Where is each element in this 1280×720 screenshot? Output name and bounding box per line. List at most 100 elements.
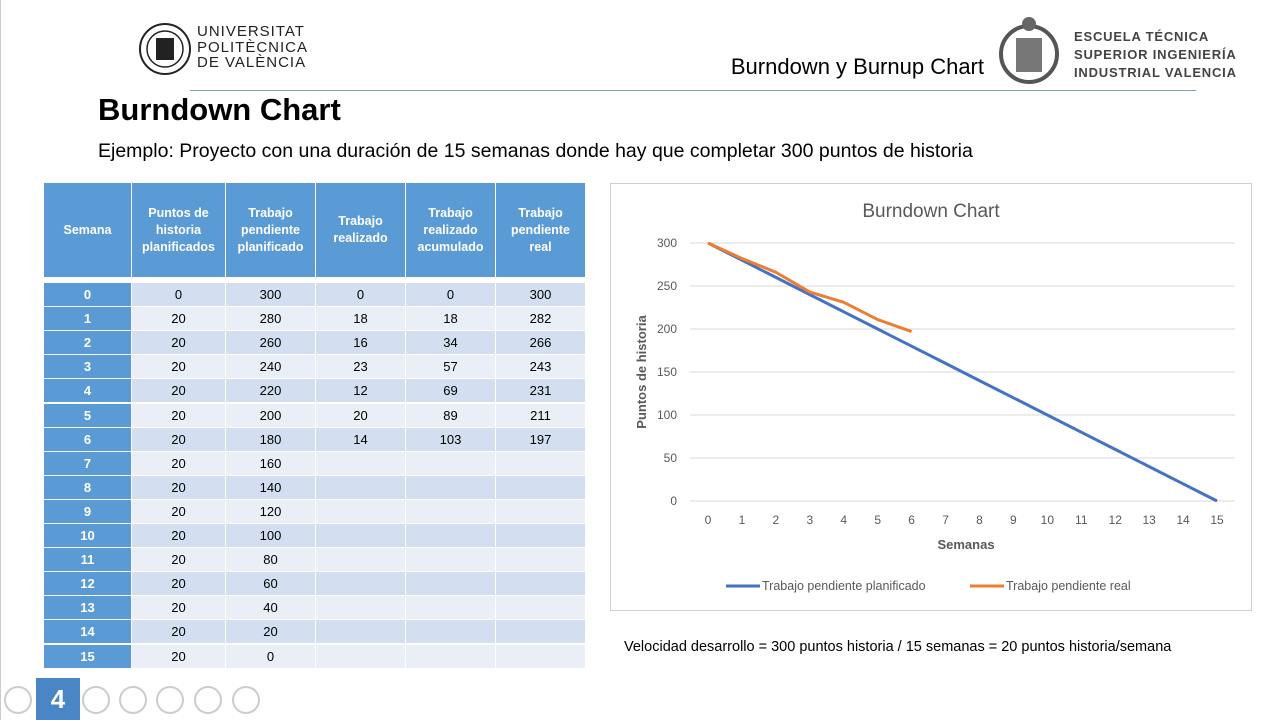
table-cell: 280 [226,307,316,332]
x-tick-label: 4 [840,513,847,527]
note: Velocidad desarrollo = 300 puntos histor… [624,639,1172,655]
table-cell [316,620,406,645]
screen-button[interactable] [194,686,222,714]
university-line: POLITÈCNICA [197,38,309,56]
table-cell: 220 [226,379,316,404]
table-cell: 300 [226,283,316,308]
table-cell: 20 [132,620,226,645]
table-cell: 140 [226,475,316,500]
x-tick-label: 5 [874,513,881,527]
table-cell: 260 [226,331,316,356]
row-header: 14 [44,620,132,645]
subtitle: Ejemplo: Proyecto con una duración de 15… [98,140,973,162]
x-tick-label: 3 [806,513,813,527]
table-cell: 180 [226,427,316,452]
table-cell [496,475,586,500]
table-cell: 40 [226,596,316,621]
table-cell: 60 [226,572,316,597]
table-cell [406,451,496,476]
table-cell: 16 [316,331,406,356]
university-line: UNIVERSITAT [197,23,305,40]
chart-frame [610,183,1252,611]
row-header: 0 [44,283,132,308]
slides-button[interactable] [119,686,147,714]
table-cell: 23 [316,355,406,380]
table-cell: 0 [226,644,316,669]
column-header: Puntos de historia planificados [132,183,226,277]
x-tick-label: 15 [1210,513,1224,527]
table-cell [316,644,406,669]
table-cell: 20 [132,644,226,669]
column-header: Trabajo realizado acumulado [406,183,496,277]
row-header: 7 [44,451,132,476]
table-cell [496,596,586,621]
table-cell: 20 [132,572,226,597]
table-cell: 34 [406,331,496,356]
row-header: 10 [44,524,132,549]
table-cell [496,451,586,476]
row-header: 4 [44,379,132,404]
row-header: 12 [44,572,132,597]
y-tick-label: 250 [657,279,677,293]
table-cell: 0 [316,283,406,308]
y-tick-label: 100 [657,408,677,422]
pen-button[interactable] [82,686,110,714]
row-header: 8 [44,475,132,500]
zoom-button[interactable] [156,686,184,714]
table-cell: 80 [226,548,316,573]
slide-title: Burndown y Burnup Chart [730,54,984,79]
legend-label: Trabajo pendiente planificado [762,579,926,593]
table-cell: 20 [132,499,226,524]
y-tick-label: 200 [657,322,677,336]
table-cell: 12 [316,379,406,404]
x-tick-label: 0 [705,513,712,527]
table-cell [406,524,496,549]
table-cell: 89 [406,403,496,428]
table-cell: 20 [132,475,226,500]
table-cell [406,475,496,500]
upv-logo [139,23,191,75]
table-cell: 20 [132,331,226,356]
row-header: 11 [44,548,132,573]
toolbar [4,686,260,714]
table-cell: 200 [226,403,316,428]
table-cell: 240 [226,355,316,380]
table-cell [496,644,586,669]
table-cell [316,475,406,500]
table-cell: 20 [132,427,226,452]
more-button[interactable] [232,686,260,714]
row-header: 2 [44,331,132,356]
table-cell [496,620,586,645]
table-cell [316,596,406,621]
table-cell [406,644,496,669]
prev-button[interactable] [4,686,32,714]
x-tick-label: 11 [1075,513,1088,527]
table-cell: 20 [132,524,226,549]
x-tick-label: 9 [1010,513,1017,527]
school-line: ESCUELA TÉCNICA [1074,29,1210,44]
table-cell [316,524,406,549]
school-logo [999,17,1059,84]
school-name: ESCUELA TÉCNICA SUPERIOR INGENIERÍA INDU… [1074,28,1237,82]
table-cell: 18 [406,307,496,332]
table-cell: 20 [316,403,406,428]
table-cell: 14 [316,427,406,452]
school-line: SUPERIOR INGENIERÍA [1074,47,1237,62]
y-tick-label: 150 [657,365,677,379]
table-cell: 231 [496,379,586,404]
table-cell [316,499,406,524]
chart: Burndown Chart Semanas Puntos de histori… [610,183,1252,611]
table-cell: 20 [132,596,226,621]
table-cell: 20 [132,403,226,428]
table-cell: 160 [226,451,316,476]
table-cell [406,548,496,573]
series-line [707,241,1218,503]
column-header: Trabajo pendiente planificado [226,183,316,277]
table-cell: 20 [132,307,226,332]
column-header: Semana [44,183,132,277]
table-cell: 100 [226,524,316,549]
y-tick-label: 50 [664,451,678,465]
table-cell [316,572,406,597]
table-cell [406,596,496,621]
